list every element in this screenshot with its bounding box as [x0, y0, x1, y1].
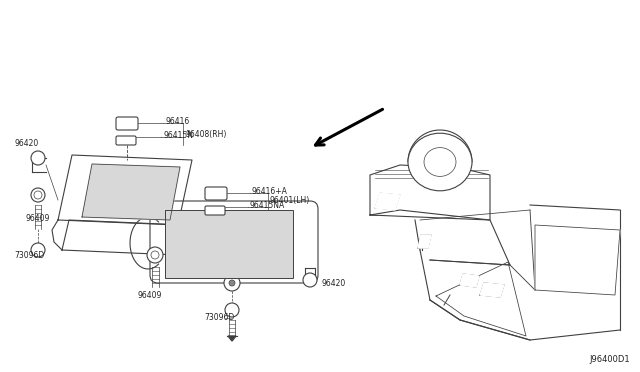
Polygon shape: [82, 164, 180, 220]
Text: 96408(RH): 96408(RH): [185, 129, 227, 138]
Text: 96420: 96420: [14, 138, 38, 148]
Polygon shape: [480, 283, 504, 297]
Text: 96409: 96409: [137, 292, 161, 301]
Text: 96416: 96416: [165, 116, 189, 125]
Text: 73096D: 73096D: [204, 314, 234, 323]
Text: 96416+A: 96416+A: [252, 186, 288, 196]
Polygon shape: [228, 336, 236, 341]
Polygon shape: [460, 274, 479, 287]
Text: J96400D1: J96400D1: [589, 355, 630, 364]
FancyBboxPatch shape: [150, 201, 318, 283]
Polygon shape: [58, 155, 192, 225]
Text: 96415N: 96415N: [163, 131, 193, 140]
Polygon shape: [62, 220, 185, 255]
Circle shape: [228, 306, 236, 314]
Circle shape: [224, 275, 240, 291]
Circle shape: [31, 151, 45, 165]
Circle shape: [151, 251, 159, 259]
Circle shape: [303, 273, 317, 287]
Polygon shape: [535, 225, 620, 295]
Circle shape: [147, 247, 163, 263]
Circle shape: [229, 280, 235, 286]
FancyBboxPatch shape: [205, 206, 225, 215]
Circle shape: [225, 303, 239, 317]
Text: 96409: 96409: [25, 214, 49, 222]
Polygon shape: [370, 165, 490, 220]
Bar: [165, 210, 293, 278]
Text: 96401(LH): 96401(LH): [270, 196, 310, 205]
Text: 73096D: 73096D: [14, 250, 44, 260]
Circle shape: [31, 243, 45, 257]
Circle shape: [31, 188, 45, 202]
Ellipse shape: [424, 148, 456, 176]
Polygon shape: [418, 235, 431, 248]
FancyBboxPatch shape: [116, 136, 136, 145]
Circle shape: [34, 191, 42, 199]
Text: 96415NA: 96415NA: [250, 201, 285, 209]
Circle shape: [34, 246, 42, 254]
FancyBboxPatch shape: [116, 117, 138, 130]
FancyBboxPatch shape: [205, 187, 227, 200]
Polygon shape: [375, 193, 400, 210]
Text: 96420: 96420: [322, 279, 346, 288]
Ellipse shape: [408, 133, 472, 191]
